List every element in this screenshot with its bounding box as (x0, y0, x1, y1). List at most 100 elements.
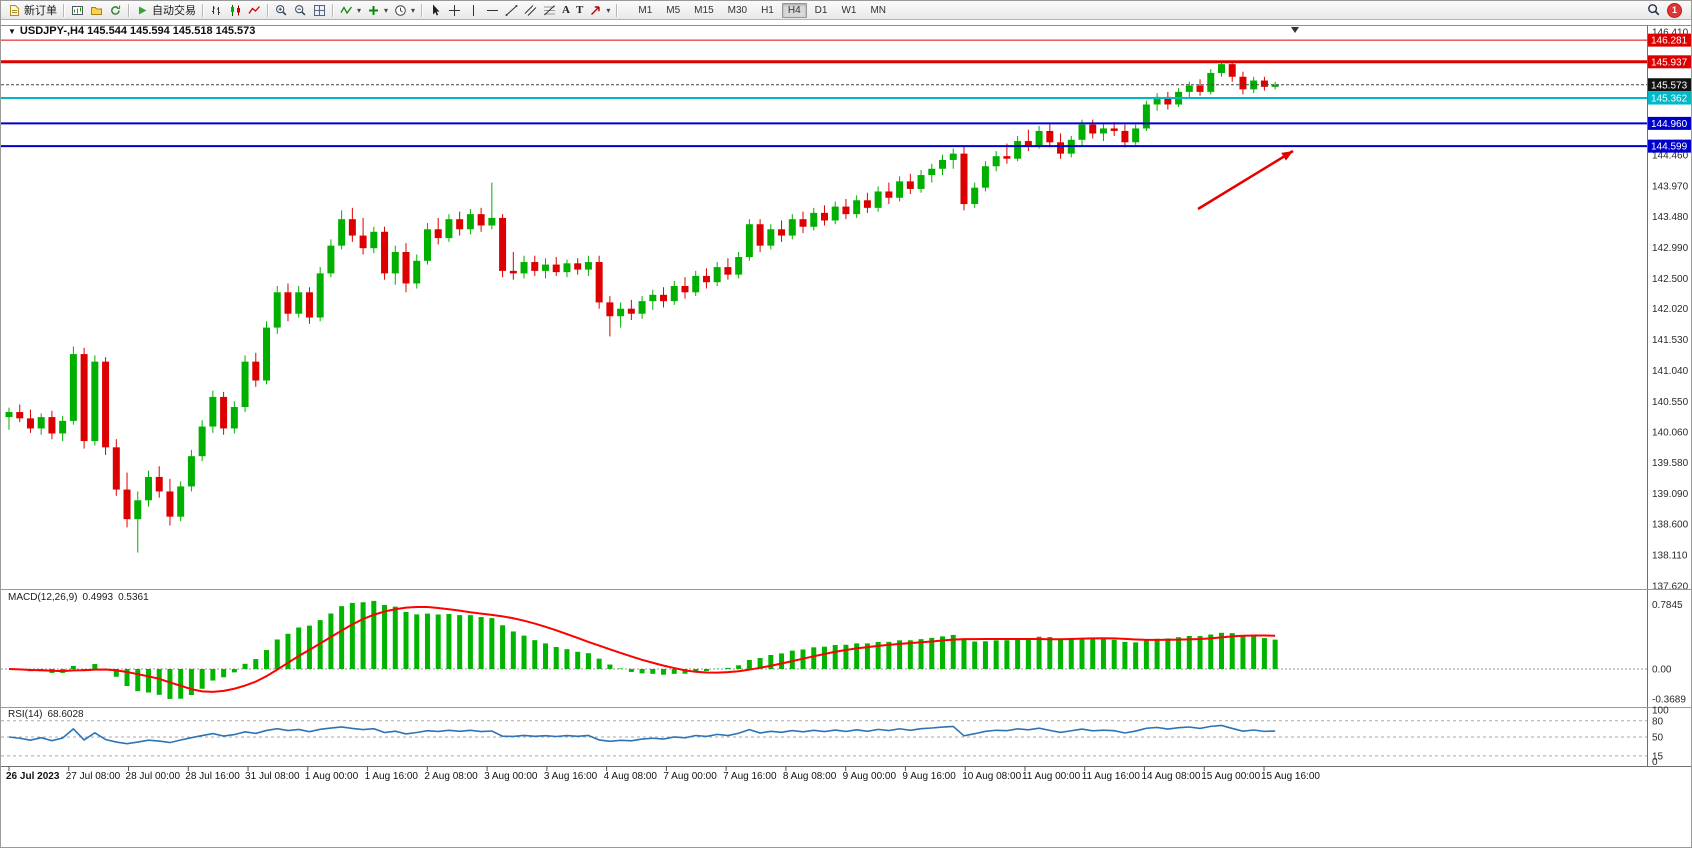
time-axis[interactable]: 26 Jul 2023 27 Jul 08:00 28 Jul 00:00 28 Ju… (6, 766, 1320, 783)
add-indicator-button[interactable]: ▾ (365, 2, 390, 18)
macd-panel[interactable]: 0.7845 0.00 -0.3689 (1, 600, 1686, 706)
svg-text:141.040: 141.040 (1652, 366, 1689, 377)
period-clock-button[interactable]: ▾ (392, 2, 417, 18)
search-button[interactable] (1645, 2, 1663, 18)
timeframe-h1-button[interactable]: H1 (761, 4, 774, 16)
profiles-button[interactable] (88, 2, 105, 18)
timeframe-m5-button[interactable]: M5 (666, 4, 681, 16)
timeframe-m15-button[interactable]: M15 (694, 4, 714, 16)
new-order-icon (10, 4, 19, 16)
new-order-button[interactable]: 新订单 (6, 2, 59, 18)
parallel-channel-icon (524, 4, 537, 16)
toolbar-separator (128, 3, 130, 17)
price-axis[interactable]: 146.410 144.460 143.970 143.480 142.990 142.5… (1652, 28, 1689, 593)
svg-text:138.110: 138.110 (1652, 551, 1688, 562)
arrow-annotation-icon (591, 5, 601, 15)
clock-icon (395, 4, 406, 16)
timeframe-h4-button[interactable]: H4 (781, 2, 807, 18)
zoom-in-button[interactable] (273, 2, 290, 18)
svg-text:15 Aug 00:00: 15 Aug 00:00 (1201, 771, 1260, 782)
svg-text:27 Jul 08:00: 27 Jul 08:00 (66, 771, 121, 782)
chart-window-button[interactable] (69, 2, 86, 18)
vertical-line-tool-button[interactable] (465, 2, 482, 18)
svg-text:144.960: 144.960 (1651, 119, 1688, 130)
svg-text:0: 0 (1652, 757, 1658, 768)
text-a-icon: A (562, 4, 570, 16)
profiles-folder-icon (91, 6, 102, 15)
tile-windows-button[interactable] (311, 2, 328, 18)
svg-text:11 Aug 00:00: 11 Aug 00:00 (1022, 771, 1081, 782)
chart-area: 146.410 144.460 143.970 143.480 142.990 142.5… (1, 21, 1692, 786)
svg-text:145.937: 145.937 (1651, 57, 1688, 68)
svg-text:143.480: 143.480 (1652, 212, 1689, 223)
price-chart-canvas[interactable]: 146.410 144.460 143.970 143.480 142.990 142.5… (1, 21, 1692, 786)
timeframe-w1-button[interactable]: W1 (841, 4, 857, 16)
candlestick-mode-button[interactable] (227, 2, 244, 18)
timeframe-m30-button[interactable]: M30 (727, 4, 748, 16)
svg-text:2 Aug 08:00: 2 Aug 08:00 (424, 771, 478, 782)
svg-text:9 Aug 00:00: 9 Aug 00:00 (843, 771, 897, 782)
svg-text:138.600: 138.600 (1652, 520, 1689, 531)
timeframe-group: M1 M5 M15 M30 H1 H4 D1 W1 MN (631, 2, 893, 18)
channel-tool-button[interactable] (522, 2, 539, 18)
macd-signal-line (8, 606, 1276, 693)
svg-text:145.573: 145.573 (1651, 80, 1688, 91)
toolbar-separator (421, 3, 424, 17)
toolbar-separator (202, 3, 204, 17)
crosshair-icon (449, 4, 461, 16)
svg-text:31 Jul 08:00: 31 Jul 08:00 (245, 771, 300, 782)
svg-text:7 Aug 16:00: 7 Aug 16:00 (723, 771, 777, 782)
timeframe-m1-button[interactable]: M1 (638, 4, 653, 16)
svg-text:1 Aug 16:00: 1 Aug 16:00 (365, 771, 419, 782)
text-label-tool-button[interactable]: T (574, 2, 585, 18)
horizontal-line-icon (487, 9, 499, 11)
svg-text:0.7845: 0.7845 (1652, 600, 1683, 611)
trend-arrow-annotation[interactable] (1197, 149, 1294, 211)
svg-text:8 Aug 08:00: 8 Aug 08:00 (783, 771, 837, 782)
line-chart-mode-button[interactable] (246, 2, 263, 18)
bar-chart-mode-button[interactable] (208, 2, 225, 18)
timeframe-mn-button[interactable]: MN (870, 4, 887, 16)
svg-text:28 Jul 16:00: 28 Jul 16:00 (185, 771, 240, 782)
toolbar-separator (332, 3, 334, 17)
refresh-button[interactable] (107, 2, 124, 18)
svg-text:144.460: 144.460 (1652, 150, 1689, 161)
crosshair-tool-button[interactable] (446, 2, 463, 18)
svg-text:-0.3689: -0.3689 (1652, 695, 1686, 706)
indicator-list-button[interactable]: ▾ (338, 2, 363, 18)
svg-text:14 Aug 08:00: 14 Aug 08:00 (1141, 771, 1200, 782)
fibonacci-icon (544, 4, 556, 15)
horizontal-line-tool-button[interactable] (484, 2, 501, 18)
candlestick-icon (231, 4, 240, 16)
timeframe-d1-button[interactable]: D1 (814, 4, 828, 16)
trendline-tool-button[interactable] (503, 2, 520, 18)
zoom-out-button[interactable] (292, 2, 309, 18)
rsi-line (8, 724, 1276, 745)
svg-text:137.620: 137.620 (1652, 582, 1689, 593)
svg-text:140.060: 140.060 (1652, 428, 1689, 439)
horizontal-level-lines[interactable]: 146.281 145.937 145.362 144.960 144.599 145.5… (1, 33, 1692, 153)
chevron-down-icon: ▾ (411, 5, 416, 15)
toolbar-separator (616, 3, 619, 17)
candlestick-series[interactable] (5, 60, 1279, 553)
svg-text:28 Jul 00:00: 28 Jul 00:00 (126, 771, 181, 782)
zoom-in-icon (276, 4, 287, 15)
arrows-tool-button[interactable]: ▾ (587, 2, 612, 18)
toolbar-separator (63, 3, 65, 17)
chevron-down-icon: ▾ (384, 5, 389, 15)
text-tool-button[interactable]: A (560, 2, 572, 18)
svg-text:100: 100 (1652, 706, 1669, 717)
trendline-icon (505, 4, 518, 16)
fibonacci-tool-button[interactable] (541, 2, 558, 18)
svg-text:26 Jul 2023: 26 Jul 2023 (6, 771, 60, 782)
svg-text:145.362: 145.362 (1651, 94, 1688, 105)
svg-text:144.599: 144.599 (1651, 142, 1688, 153)
autotrading-button[interactable]: 自动交易 (134, 2, 198, 18)
cursor-tool-button[interactable] (427, 2, 444, 18)
search-icon (1648, 4, 1660, 16)
notification-badge[interactable]: 1 (1667, 2, 1682, 18)
refresh-icon (111, 5, 121, 15)
svg-text:142.990: 142.990 (1652, 243, 1689, 254)
